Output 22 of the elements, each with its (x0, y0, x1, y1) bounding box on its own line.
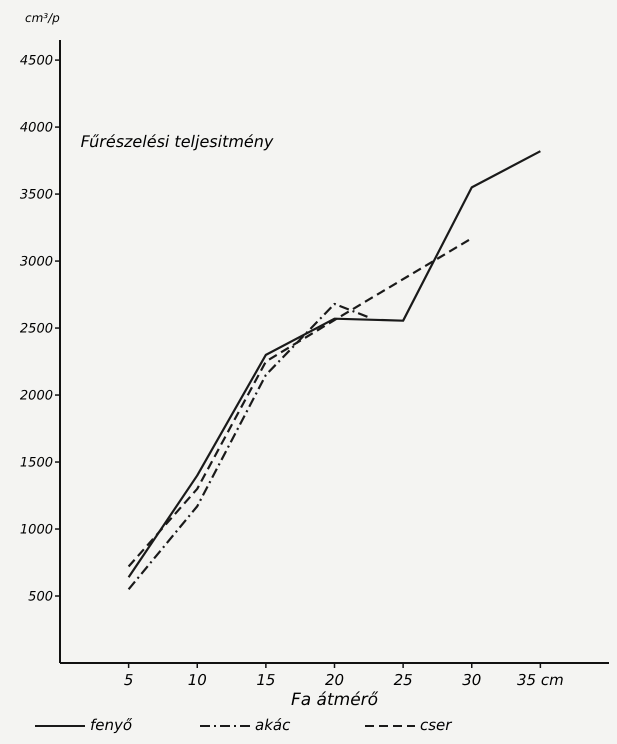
y-tick-label: 500 (28, 590, 53, 605)
y-tick-label: 3000 (20, 254, 53, 270)
x-tick-label: 20 (324, 671, 344, 689)
x-tick-label: 15 (256, 671, 276, 689)
x-tick-label: 25 (394, 671, 413, 689)
y-tick-label: 2000 (20, 388, 53, 404)
text: Fűrészelési teljesitmény (80, 132, 274, 152)
x-tick-label: 35 cm (517, 671, 564, 689)
x-tick-label: 30 (462, 671, 482, 689)
legend-label: akác (255, 716, 292, 734)
y-tick-label: 4000 (20, 120, 53, 136)
y-tick-label: 4500 (20, 54, 53, 69)
y-tick-label: 2500 (20, 322, 53, 337)
y-tick-label: 1000 (20, 522, 53, 538)
x-tick-label: 10 (188, 671, 207, 689)
x-axis-title: Fa átmérő (290, 690, 379, 710)
y-axis-title: cm³/p (25, 11, 60, 25)
x-tick-label: 5 (124, 671, 134, 689)
legend-label: cser (420, 716, 452, 734)
legend-label: fenyő (90, 716, 133, 734)
y-tick-label: 3500 (20, 188, 53, 203)
y-tick-label: 1500 (20, 456, 53, 471)
